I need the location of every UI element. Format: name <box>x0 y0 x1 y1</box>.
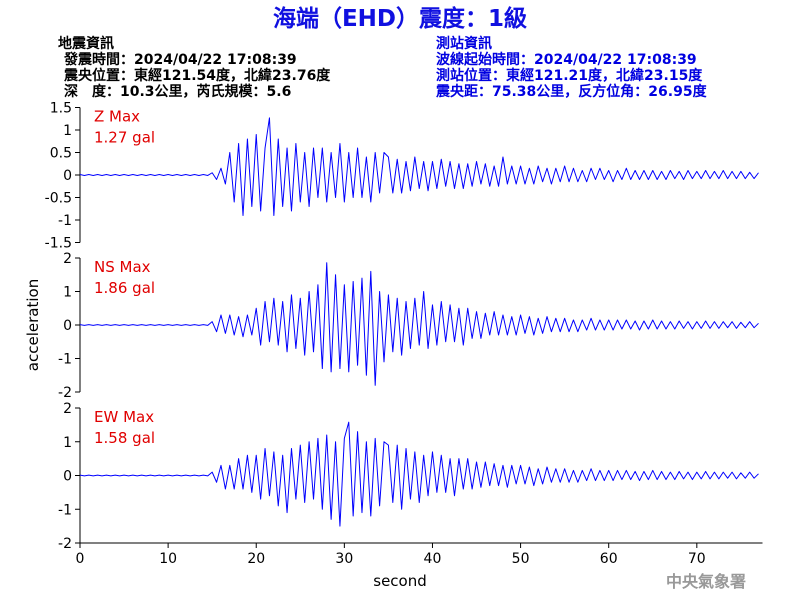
x-tick-label: 30 <box>335 551 353 567</box>
x-tick-label: 0 <box>76 551 85 567</box>
y-tick-label: 1.5 <box>50 101 72 117</box>
y-tick-label: 0 <box>63 318 72 334</box>
x-tick-label: 50 <box>512 551 530 567</box>
panel-label: EW Max <box>94 408 154 426</box>
y-tick-label: 1 <box>63 123 72 139</box>
x-tick-label: 10 <box>159 551 177 567</box>
footer: 中央氣象署 <box>666 572 746 591</box>
header-line: 地震資訊 <box>58 35 114 52</box>
y-tick-label: -1 <box>58 352 72 368</box>
x-tick-label: 60 <box>600 551 618 567</box>
y-tick-label: -1 <box>58 502 72 518</box>
header-line: 發震時間：2024/04/22 17:08:39 <box>63 51 297 68</box>
y-tick-label: 0.5 <box>50 146 72 162</box>
x-tick-label: 70 <box>688 551 706 567</box>
x-tick-label: 20 <box>247 551 265 567</box>
header-line: 深 度：10.3公里，芮氏規模：5.6 <box>64 83 291 100</box>
header-line: 測站資訊 <box>436 35 492 52</box>
waveform <box>79 117 759 216</box>
chart-title: 海端（EHD）震度：1級 <box>273 5 527 32</box>
y-tick-label: -1 <box>58 213 72 229</box>
header-line: 震央位置：東經121.54度，北緯23.76度 <box>63 67 331 84</box>
panel-label: Z Max <box>94 108 140 126</box>
y-tick-label: -2 <box>58 385 72 401</box>
max-label: 1.27 gal <box>94 129 155 147</box>
waveform <box>79 262 759 386</box>
y-tick-label: 0 <box>63 168 72 184</box>
header-line: 波線起始時間：2024/04/22 17:08:39 <box>436 51 697 68</box>
header-line: 震央距：75.38公里，反方位角：26.95度 <box>435 83 708 100</box>
header-line: 測站位置：東經121.21度，北緯23.15度 <box>436 67 703 84</box>
y-tick-label: 2 <box>63 251 72 267</box>
y-tick-label: 2 <box>63 401 72 417</box>
panel-label: NS Max <box>94 258 151 276</box>
y-tick-label: -0.5 <box>45 191 72 207</box>
x-tick-label: 40 <box>424 551 442 567</box>
y-axis-label: acceleration <box>24 279 42 371</box>
max-label: 1.58 gal <box>94 429 155 447</box>
y-tick-label: 0 <box>63 469 72 485</box>
x-axis-label: second <box>373 572 427 590</box>
y-tick-label: -1.5 <box>45 236 72 252</box>
y-tick-label: -2 <box>58 536 72 552</box>
y-tick-label: 1 <box>63 285 72 301</box>
waveform <box>79 421 759 527</box>
y-tick-label: 1 <box>63 435 72 451</box>
max-label: 1.86 gal <box>94 279 155 297</box>
